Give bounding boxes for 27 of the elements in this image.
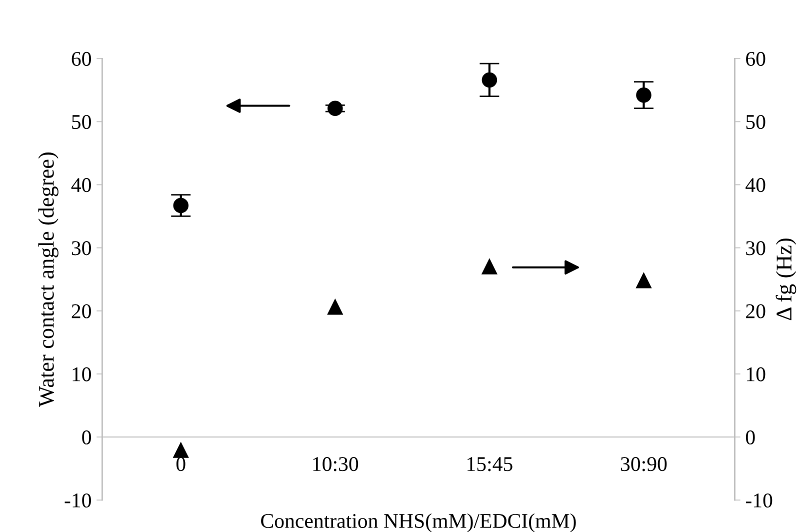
y2-tick-label: 10 xyxy=(747,367,766,382)
y-axis-title: Water contact angle (degree) xyxy=(38,152,58,408)
y2-tick-label: 60 xyxy=(746,52,766,66)
x-tick-label: 30:90 xyxy=(621,457,667,472)
y-tick-label: 10 xyxy=(72,367,91,382)
y2-tick-label: -10 xyxy=(746,493,772,508)
point xyxy=(636,272,652,288)
y-tick-label: 0 xyxy=(82,430,91,444)
point xyxy=(482,259,498,274)
point xyxy=(328,299,343,315)
y2-tick-label: 40 xyxy=(746,178,766,192)
y2-axis-title: Δ fg (Hz) xyxy=(776,238,796,320)
x-tick-label: 15:45 xyxy=(468,457,512,472)
y-tick-label: 60 xyxy=(72,52,91,66)
y2-tick-label: 30 xyxy=(746,241,766,256)
y-tick-label: -10 xyxy=(64,493,91,508)
x-tick-label: 10:30 xyxy=(313,457,358,472)
x-axis-title: Concentration NHS(mM)/EDCI(mM) xyxy=(261,513,576,532)
y2-tick-label: 50 xyxy=(746,114,766,130)
y2-tick-label: 20 xyxy=(746,304,766,318)
point xyxy=(173,442,189,458)
x-tick-label: 0 xyxy=(176,457,186,472)
y2-tick-label: 0 xyxy=(746,430,755,444)
y-tick-label: 50 xyxy=(72,114,91,130)
y-tick-label: 40 xyxy=(71,178,91,192)
y-tick-label: 20 xyxy=(72,304,91,318)
y-tick-label: 30 xyxy=(72,241,91,256)
